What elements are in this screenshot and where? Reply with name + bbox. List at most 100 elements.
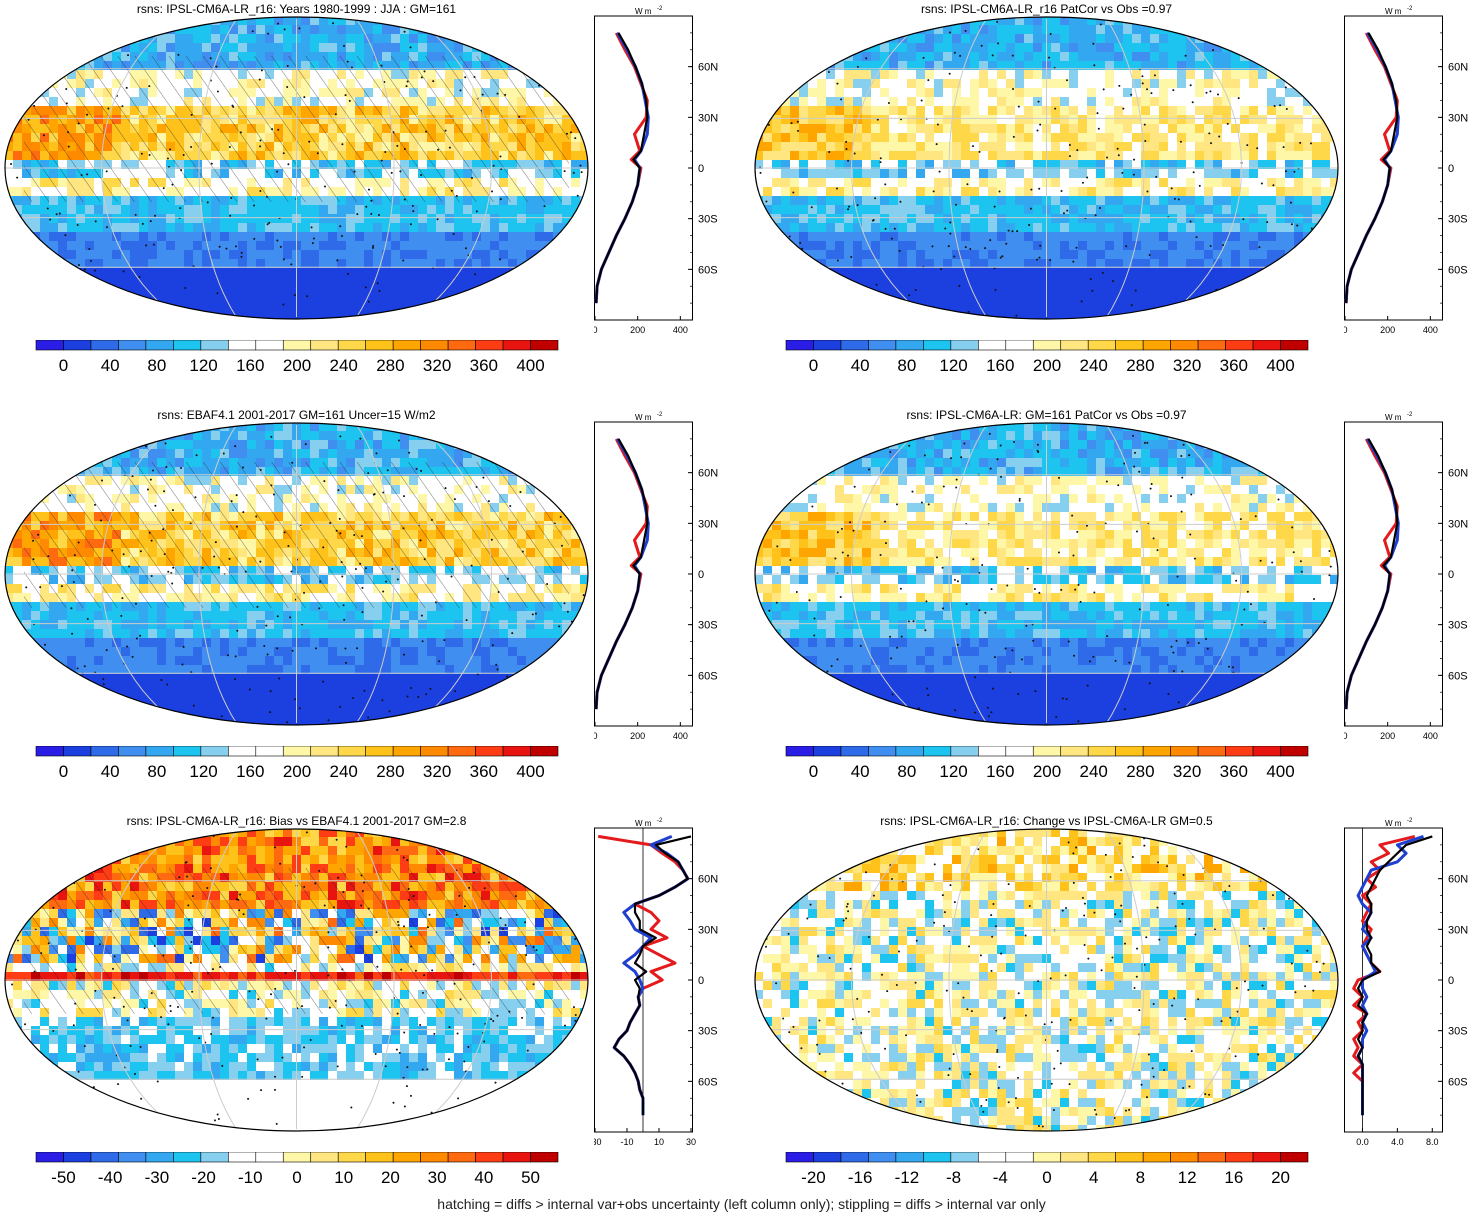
colorbar-swatch (785, 746, 814, 757)
colorbar-tick-label: 360 (470, 762, 498, 781)
colorbar: -50 -40 -30 -20 -10 0 10 20 30 40 50 (35, 1152, 559, 1187)
colorbar-swatch (1005, 746, 1034, 757)
colorbar-tick-label: 40 (851, 762, 870, 781)
colorbar-tick-label: 360 (470, 356, 498, 375)
profile-unit-exponent: -2 (1407, 818, 1413, 824)
world-map (4, 422, 589, 726)
profile-unit-exponent: -2 (1407, 6, 1413, 12)
colorbar-swatch (447, 746, 476, 757)
colorbar-tick-label: 120 (939, 762, 967, 781)
profile-lat-label: 30S (698, 1026, 718, 1038)
panel-title: rsns: IPSL-CM6A-LR_r16: Years 1980-1999 … (136, 2, 457, 16)
colorbar-tick-label: 200 (1033, 356, 1061, 375)
colorbar-tick-label: 160 (236, 356, 264, 375)
colorbar-swatch (337, 746, 366, 757)
colorbar: 0 40 80 120 160 200 240 280 320 360 400 (35, 340, 559, 375)
colorbar-tick-label: 0 (1042, 1168, 1051, 1187)
colorbar-swatch (1225, 340, 1254, 351)
colorbar-swatch (447, 1152, 476, 1163)
colorbar-tick-label: 40 (101, 356, 120, 375)
profile-x-tick: 200 (1380, 325, 1395, 335)
colorbar-swatch (420, 746, 449, 757)
colorbar-swatch (868, 340, 897, 351)
colorbar-tick-label: 200 (283, 356, 311, 375)
colorbar-swatch (1087, 340, 1116, 351)
colorbar-swatch (978, 746, 1007, 757)
profile-x-tick: 10 (654, 1137, 664, 1147)
colorbar-swatch (502, 746, 531, 757)
zonal-mean-profile: W m -2 60N 30N 0 30S 60S 0.0 4.0 8.0 (1344, 818, 1468, 1147)
profile-lat-label: 60N (1448, 468, 1468, 480)
profile-lat-label: 60N (698, 62, 718, 74)
colorbar-swatch (530, 340, 559, 351)
colorbar-tick-label: 50 (521, 1168, 540, 1187)
world-map (4, 16, 589, 320)
colorbar-swatch (502, 1152, 531, 1163)
colorbar-swatch (228, 1152, 257, 1163)
colorbar-swatch (1005, 340, 1034, 351)
profile-lat-label: 60S (1448, 264, 1468, 276)
colorbar-tick-label: -20 (191, 1168, 216, 1187)
colorbar-swatch (310, 746, 339, 757)
colorbar-swatch (868, 1152, 897, 1163)
colorbar-swatch (1115, 746, 1144, 757)
colorbar-swatch (1115, 1152, 1144, 1163)
profile-series-line (1357, 835, 1433, 1116)
colorbar-swatch (228, 340, 257, 351)
profile-unit-exponent: -2 (1407, 412, 1413, 418)
colorbar: 0 40 80 120 160 200 240 280 320 360 400 (35, 746, 559, 781)
colorbar-swatch (118, 340, 147, 351)
world-map (754, 16, 1339, 320)
colorbar-swatch (868, 746, 897, 757)
colorbar-swatch (978, 340, 1007, 351)
profile-lat-label: 30S (1448, 1026, 1468, 1038)
colorbar-swatch (310, 1152, 339, 1163)
colorbar-swatch (923, 746, 952, 757)
profile-x-tick: 0 (594, 731, 598, 741)
colorbar-tick-label: 0 (59, 762, 68, 781)
zonal-mean-profile: W m -2 60N 30N 0 30S 60S 0 200 400 (1344, 412, 1468, 741)
colorbar-tick-label: 120 (189, 356, 217, 375)
colorbar-swatch (392, 340, 421, 351)
colorbar-swatch (90, 340, 119, 351)
colorbar-swatch (813, 340, 842, 351)
profile-lat-label: 30S (698, 214, 718, 226)
colorbar-tick-label: 360 (1220, 356, 1248, 375)
colorbar-swatch (923, 340, 952, 351)
colorbar-swatch (813, 746, 842, 757)
colorbar-swatch (420, 340, 449, 351)
colorbar-swatch (173, 746, 202, 757)
colorbar-swatch (1280, 340, 1309, 351)
colorbar-tick-label: -50 (51, 1168, 76, 1187)
colorbar-swatch (1060, 1152, 1089, 1163)
colorbar-swatch (1142, 746, 1171, 757)
colorbar-tick-label: 320 (423, 356, 451, 375)
colorbar-swatch (420, 1152, 449, 1163)
colorbar-swatch (785, 1152, 814, 1163)
profile-lat-label: 30N (698, 924, 718, 936)
colorbar-tick-label: -8 (946, 1168, 961, 1187)
profile-lat-label: 30N (1448, 924, 1468, 936)
profile-x-tick: 200 (630, 731, 645, 741)
colorbar-swatch (895, 746, 924, 757)
colorbar-swatch (118, 1152, 147, 1163)
profile-x-tick: 200 (630, 325, 645, 335)
profile-series-line (613, 835, 692, 1116)
colorbar-tick-label: 80 (897, 762, 916, 781)
colorbar-swatch (90, 1152, 119, 1163)
colorbar-tick-label: -40 (98, 1168, 123, 1187)
colorbar-swatch (282, 1152, 312, 1163)
profile-x-tick: 0 (594, 325, 598, 335)
colorbar-tick-label: 280 (376, 762, 404, 781)
colorbar-tick-label: 20 (381, 1168, 400, 1187)
colorbar-swatch (173, 1152, 202, 1163)
colorbar-swatch (310, 340, 339, 351)
colorbar-tick-label: 0 (809, 762, 818, 781)
colorbar-tick-label: -20 (801, 1168, 826, 1187)
profile-unit-exponent: -2 (657, 412, 663, 418)
colorbar-swatch (1252, 340, 1281, 351)
profile-lat-label: 60N (1448, 62, 1468, 74)
profile-x-tick: 400 (673, 731, 688, 741)
profile-unit-label: W m (1385, 7, 1402, 16)
colorbar-tick-label: 10 (334, 1168, 353, 1187)
